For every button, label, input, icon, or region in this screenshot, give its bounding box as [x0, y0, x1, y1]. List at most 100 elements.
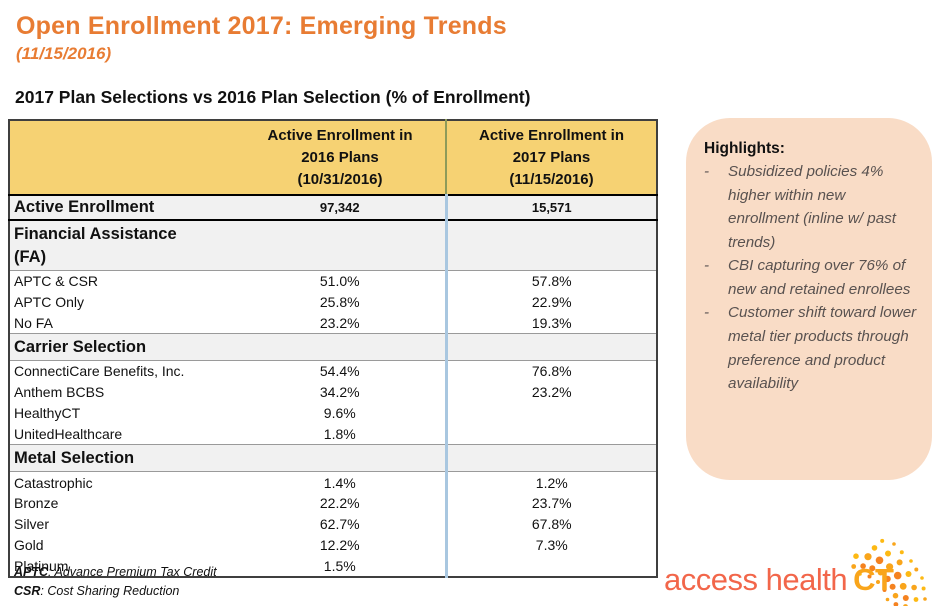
value-2016-cell: 97,342 — [235, 195, 446, 222]
footnotes: APTC: Advance Premium Tax Credit CSR: Cos… — [14, 563, 217, 602]
row-label-cell: HealthyCT — [14, 405, 81, 422]
table-row: No FA 23.2% 19.3% — [9, 312, 657, 334]
section-header-row: Carrier Selection — [9, 332, 657, 362]
value-2016-cell: 12.2% — [319, 537, 360, 554]
value-2016-cell: 62.7% — [319, 516, 360, 533]
enrollment-table-body: Active Enrollment 97,342 15,571 Financial A… — [9, 195, 657, 577]
row-label-cell: No FA — [14, 314, 53, 331]
value-2016-cell: 1.5% — [323, 557, 356, 574]
value-2016-cell: 23.2% — [319, 314, 360, 331]
table-row: Bronze 22.2% 23.7% — [9, 492, 657, 514]
value-2017-cell: 19.3% — [444, 312, 657, 334]
value-2017-cell: 22.9% — [444, 291, 657, 313]
value-2017-cell — [444, 332, 657, 362]
logo-text: access health CT — [664, 562, 894, 598]
table-row: UnitedHealthcare 1.8% — [9, 423, 657, 445]
enrollment-table: Active Enrollment in 2016 Plans (10/31/2… — [8, 119, 658, 578]
sunburst-logo-icon — [851, 538, 927, 606]
bullet-text: Subsidized policies 4% higher within new… — [728, 163, 896, 251]
row-label-cell: Active Enrollment — [9, 195, 235, 222]
row-label-cell: Silver — [14, 516, 50, 533]
row-label-cell: Anthem BCBS — [14, 384, 105, 401]
table-row: Catastrophic 1.4% 1.2% — [9, 471, 657, 493]
value-2017-cell: 7.3% — [444, 534, 657, 556]
header-row: Active Enrollment in 2016 Plans (10/31/2… — [9, 120, 657, 197]
highlights-title: Highlights: — [704, 140, 785, 157]
table-row: HealthyCT 9.6% — [9, 402, 657, 424]
logo-text-access-health: access health — [664, 562, 848, 597]
highlight-bullet: - Customer shift toward lower metal tier … — [704, 301, 918, 395]
header-cell-empty — [9, 120, 235, 197]
logo-text-ct: CT — [853, 562, 894, 597]
value-2016-cell — [235, 219, 446, 271]
table-row: Platinum 1.5% — [9, 555, 657, 577]
value-2016-cell: 51.0% — [319, 273, 360, 290]
page-title: Open Enrollment 2017: Emerging Trends — [16, 12, 507, 40]
row-label-cell: APTC Only — [14, 293, 85, 310]
header-cell-2017: Active Enrollment in 2017 Plans (11/15/2… — [445, 120, 657, 197]
value-2017-cell — [444, 555, 657, 577]
value-2016-cell: 9.6% — [323, 405, 356, 422]
footnote: CSR: Cost Sharing Reduction — [14, 582, 217, 601]
highlights-panel: Highlights: - Subsidized policies 4% high… — [686, 118, 932, 480]
value-2017-cell: 23.2% — [444, 381, 657, 403]
table-row: ConnectiCare Benefits, Inc. 54.4% 76.8% — [9, 360, 657, 382]
value-2017-cell: 1.2% — [444, 471, 657, 493]
enrollment-table-header: Active Enrollment in 2016 Plans (10/31/2… — [9, 120, 657, 197]
value-2016-cell: 25.8% — [319, 293, 360, 310]
value-2016-cell — [235, 444, 446, 473]
value-2016-cell: 54.4% — [319, 363, 360, 380]
table-row: APTC & CSR 51.0% 57.8% — [9, 270, 657, 292]
value-2017-cell — [444, 219, 657, 271]
value-2016-cell — [235, 332, 446, 362]
bullet-text: Customer shift toward lower metal tier p… — [728, 304, 917, 393]
row-label-cell: Platinum — [14, 557, 69, 574]
row-label-cell: Financial Assistance (FA) — [9, 219, 235, 271]
table-caption: 2017 Plan Selections vs 2016 Plan Select… — [15, 87, 531, 107]
footnote-term: APTC — [14, 565, 49, 579]
footnote-definition: : Advance Premium Tax Credit — [48, 565, 217, 579]
footnote-definition: : Cost Sharing Reduction — [40, 584, 180, 599]
footnote: APTC: Advance Premium Tax Credit — [14, 563, 217, 582]
value-2017-cell — [444, 402, 657, 424]
value-2017-cell — [444, 444, 657, 473]
enrollment-table-container: Active Enrollment in 2016 Plans (10/31/2… — [8, 119, 658, 578]
highlights-list: - Subsidized policies 4% higher within ne… — [704, 160, 918, 396]
row-label-cell: APTC & CSR — [14, 273, 99, 290]
row-label-cell: Bronze — [14, 495, 59, 512]
value-2017-cell: 23.7% — [444, 492, 657, 514]
row-label-cell: Carrier Selection — [9, 332, 235, 362]
value-2017-cell: 67.8% — [444, 513, 657, 535]
highlight-bullet: - CBI capturing over 76% of new and retai… — [704, 254, 918, 301]
row-label-cell: Metal Selection — [9, 444, 235, 473]
table-row: Anthem BCBS 34.2% 23.2% — [9, 381, 657, 403]
footnote-term: CSR — [14, 584, 41, 599]
row-label-cell: Gold — [14, 537, 44, 554]
row-label-cell: ConnectiCare Benefits, Inc. — [14, 363, 185, 380]
bullet-dash: - — [704, 257, 710, 275]
access-health-ct-logo: access health CT — [662, 530, 936, 606]
section-header-row: Metal Selection — [9, 444, 657, 473]
value-2016-cell: 34.2% — [319, 384, 360, 401]
value-2016-cell: 22.2% — [319, 495, 360, 512]
bullet-dash: - — [704, 304, 710, 322]
page-subtitle-date: (11/15/2016) — [16, 44, 112, 63]
row-label-cell: UnitedHealthcare — [14, 425, 123, 442]
table-row: Silver 62.7% 67.8% — [9, 513, 657, 535]
section-header-row: Financial Assistance (FA) — [9, 219, 657, 271]
value-2016-cell: 1.8% — [323, 425, 356, 442]
value-2017-cell: 57.8% — [444, 270, 657, 292]
header-cell-2016: Active Enrollment in 2016 Plans (10/31/2… — [235, 120, 446, 197]
bullet-dash: - — [704, 163, 710, 180]
bullet-text: CBI capturing over 76% of new and retain… — [728, 257, 911, 298]
value-2017-cell: 76.8% — [444, 360, 657, 382]
value-2017-cell — [444, 423, 657, 445]
highlight-bullet: - Subsidized policies 4% higher within ne… — [704, 160, 918, 254]
table-row: Gold 12.2% 7.3% — [9, 534, 657, 556]
table-row: APTC Only 25.8% 22.9% — [9, 291, 657, 313]
row-label-cell: Catastrophic — [14, 474, 93, 491]
value-2017-cell: 15,571 — [444, 195, 657, 222]
value-2016-cell: 1.4% — [323, 474, 356, 491]
table-row: Active Enrollment 97,342 15,571 — [9, 195, 657, 222]
